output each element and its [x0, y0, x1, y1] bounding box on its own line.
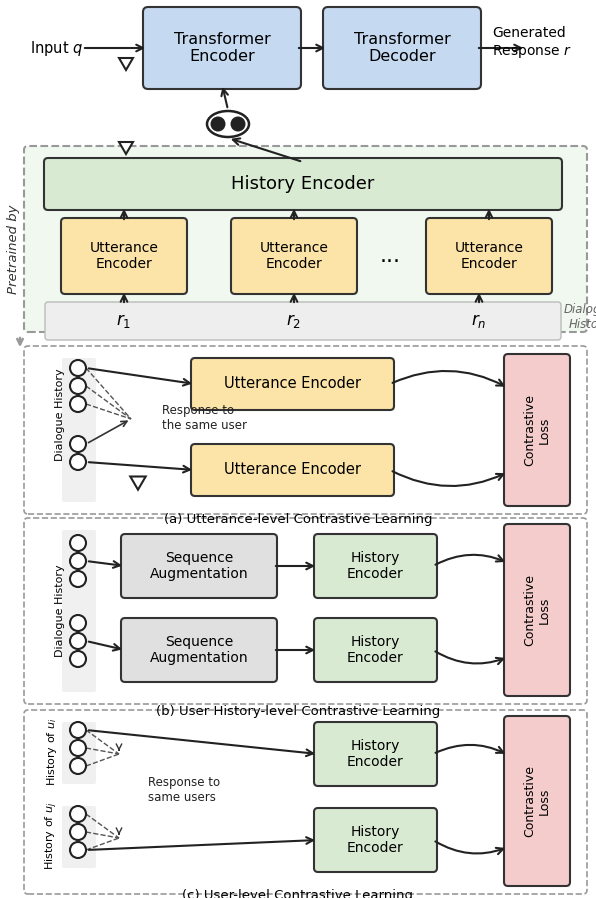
Circle shape: [70, 454, 86, 470]
Polygon shape: [119, 142, 133, 154]
Text: Utterance Encoder: Utterance Encoder: [224, 462, 361, 478]
Text: Input $q$: Input $q$: [30, 39, 83, 57]
FancyBboxPatch shape: [121, 534, 277, 598]
Circle shape: [70, 740, 86, 756]
Circle shape: [231, 117, 246, 131]
FancyBboxPatch shape: [426, 218, 552, 294]
FancyBboxPatch shape: [62, 806, 96, 868]
FancyBboxPatch shape: [314, 722, 437, 786]
FancyBboxPatch shape: [62, 722, 96, 784]
FancyBboxPatch shape: [24, 146, 587, 332]
Circle shape: [70, 824, 86, 840]
FancyBboxPatch shape: [191, 358, 394, 410]
Circle shape: [70, 553, 86, 569]
Ellipse shape: [207, 111, 249, 137]
Text: History
Encoder: History Encoder: [347, 635, 404, 665]
Text: Utterance
Encoder: Utterance Encoder: [89, 241, 159, 271]
FancyBboxPatch shape: [24, 346, 587, 514]
Circle shape: [70, 615, 86, 631]
Text: Dialogue History: Dialogue History: [55, 369, 65, 462]
Text: ...: ...: [380, 246, 401, 266]
Circle shape: [70, 535, 86, 551]
Text: Response to
the same user: Response to the same user: [162, 404, 247, 432]
FancyBboxPatch shape: [143, 7, 301, 89]
Circle shape: [70, 396, 86, 412]
Text: Dialogue History: Dialogue History: [55, 565, 65, 657]
FancyBboxPatch shape: [504, 716, 570, 886]
FancyBboxPatch shape: [314, 618, 437, 682]
Text: History
Encoder: History Encoder: [347, 739, 404, 769]
FancyBboxPatch shape: [323, 7, 481, 89]
Text: Response to
same users: Response to same users: [148, 776, 220, 804]
Text: $r_n$: $r_n$: [471, 312, 487, 330]
FancyBboxPatch shape: [62, 358, 96, 502]
FancyBboxPatch shape: [314, 534, 437, 598]
FancyBboxPatch shape: [231, 218, 357, 294]
Circle shape: [70, 571, 86, 587]
Text: Generated
Response $r$: Generated Response $r$: [492, 26, 572, 59]
FancyBboxPatch shape: [24, 518, 587, 704]
Polygon shape: [119, 58, 133, 70]
FancyBboxPatch shape: [44, 158, 562, 210]
Circle shape: [70, 722, 86, 738]
FancyBboxPatch shape: [504, 524, 570, 696]
FancyBboxPatch shape: [191, 444, 394, 496]
FancyBboxPatch shape: [314, 808, 437, 872]
Text: Contrastive
Loss: Contrastive Loss: [523, 765, 551, 837]
Text: Transformer
Encoder: Transformer Encoder: [173, 31, 271, 64]
Text: Contrastive
Loss: Contrastive Loss: [523, 574, 551, 646]
Text: Utterance
Encoder: Utterance Encoder: [260, 241, 328, 271]
Text: Transformer
Decoder: Transformer Decoder: [353, 31, 451, 64]
Circle shape: [70, 360, 86, 376]
Text: History
Encoder: History Encoder: [347, 550, 404, 581]
Circle shape: [70, 758, 86, 774]
Circle shape: [70, 651, 86, 667]
Text: (a) Utterance-level Contrastive Learning: (a) Utterance-level Contrastive Learning: [164, 514, 432, 526]
FancyBboxPatch shape: [121, 618, 277, 682]
FancyBboxPatch shape: [62, 530, 96, 692]
Text: Utterance Encoder: Utterance Encoder: [224, 376, 361, 392]
FancyBboxPatch shape: [45, 302, 561, 340]
Text: History Encoder: History Encoder: [231, 175, 375, 193]
Circle shape: [70, 436, 86, 452]
Circle shape: [70, 378, 86, 394]
Text: History of $u_j$: History of $u_j$: [44, 802, 60, 870]
Text: Contrastive
Loss: Contrastive Loss: [523, 394, 551, 466]
Circle shape: [70, 633, 86, 649]
Text: Sequence
Augmentation: Sequence Augmentation: [150, 550, 249, 581]
FancyBboxPatch shape: [504, 354, 570, 506]
Text: History
Encoder: History Encoder: [347, 825, 404, 855]
Circle shape: [70, 806, 86, 822]
Text: $r_2$: $r_2$: [287, 312, 302, 330]
Text: Pretrained by: Pretrained by: [8, 204, 20, 294]
Text: Dialogue
History: Dialogue History: [564, 303, 596, 331]
Text: Sequence
Augmentation: Sequence Augmentation: [150, 635, 249, 665]
Circle shape: [210, 117, 225, 131]
Text: $r_1$: $r_1$: [116, 312, 132, 330]
Polygon shape: [131, 477, 145, 489]
Text: Utterance
Encoder: Utterance Encoder: [455, 241, 523, 271]
Circle shape: [70, 842, 86, 858]
Text: (b) User History-level Contrastive Learning: (b) User History-level Contrastive Learn…: [156, 706, 440, 718]
Text: History of $u_i$: History of $u_i$: [45, 718, 59, 787]
FancyBboxPatch shape: [61, 218, 187, 294]
Text: (c) User-level Contrastive Learning: (c) User-level Contrastive Learning: [182, 888, 414, 898]
FancyBboxPatch shape: [24, 710, 587, 894]
